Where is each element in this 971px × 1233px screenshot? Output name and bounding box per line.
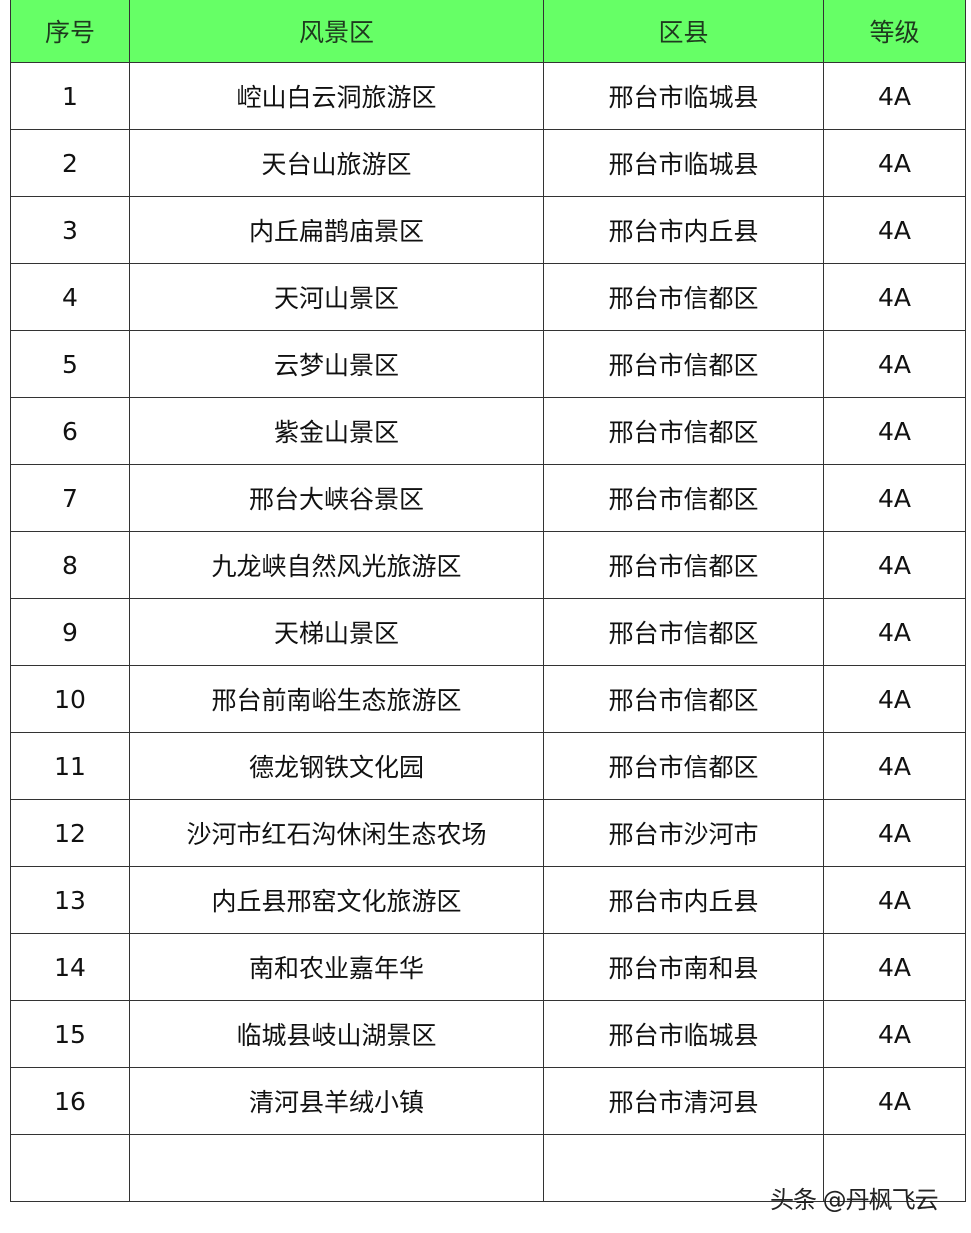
cell-scenic-area: 南和农业嘉年华 (129, 933, 544, 1001)
cell-index: 6 (10, 397, 130, 465)
cell-grade: 4A (823, 598, 966, 666)
cell-scenic-area: 天梯山景区 (129, 598, 544, 666)
cell-grade: 4A (823, 531, 966, 599)
table-row: 13 内丘县邢窑文化旅游区 邢台市内丘县 4A (10, 866, 966, 934)
cell-index: 8 (10, 531, 130, 599)
table-row: 2 天台山旅游区 邢台市临城县 4A (10, 129, 966, 197)
cell-index: 9 (10, 598, 130, 666)
cell-district: 邢台市南和县 (543, 933, 824, 1001)
cell-index (10, 1134, 130, 1202)
cell-scenic-area: 内丘扁鹊庙景区 (129, 196, 544, 264)
header-grade: 等级 (823, 0, 966, 63)
scenic-area-table: 序号 风景区 区县 等级 1 崆山白云洞旅游区 邢台市临城县 4A 2 天台山旅游区 邢台市… (10, 0, 966, 1202)
cell-district: 邢台市清河县 (543, 1067, 824, 1135)
cell-index: 13 (10, 866, 130, 934)
cell-index: 4 (10, 263, 130, 331)
cell-grade: 4A (823, 1067, 966, 1135)
cell-scenic-area: 天台山旅游区 (129, 129, 544, 197)
table-row: 8 九龙峡自然风光旅游区 邢台市信都区 4A (10, 531, 966, 599)
header-index: 序号 (10, 0, 130, 63)
cell-index: 3 (10, 196, 130, 264)
cell-grade: 4A (823, 129, 966, 197)
table-row: 5 云梦山景区 邢台市信都区 4A (10, 330, 966, 398)
cell-district: 邢台市信都区 (543, 665, 824, 733)
cell-index: 16 (10, 1067, 130, 1135)
cell-scenic-area: 德龙钢铁文化园 (129, 732, 544, 800)
cell-scenic-area: 邢台前南峪生态旅游区 (129, 665, 544, 733)
cell-district: 邢台市信都区 (543, 531, 824, 599)
cell-grade: 4A (823, 263, 966, 331)
cell-index: 5 (10, 330, 130, 398)
cell-grade: 4A (823, 933, 966, 1001)
cell-district: 邢台市信都区 (543, 598, 824, 666)
cell-district: 邢台市内丘县 (543, 866, 824, 934)
cell-district: 邢台市沙河市 (543, 799, 824, 867)
cell-scenic-area: 邢台大峡谷景区 (129, 464, 544, 532)
cell-grade: 4A (823, 1000, 966, 1068)
cell-grade: 4A (823, 732, 966, 800)
cell-district (543, 1134, 824, 1202)
cell-scenic-area: 云梦山景区 (129, 330, 544, 398)
cell-grade: 4A (823, 330, 966, 398)
table-row: 9 天梯山景区 邢台市信都区 4A (10, 598, 966, 666)
cell-grade: 4A (823, 464, 966, 532)
table-row: 1 崆山白云洞旅游区 邢台市临城县 4A (10, 62, 966, 130)
cell-district: 邢台市信都区 (543, 464, 824, 532)
cell-district: 邢台市信都区 (543, 732, 824, 800)
cell-district: 邢台市临城县 (543, 62, 824, 130)
cell-index: 2 (10, 129, 130, 197)
cell-index: 15 (10, 1000, 130, 1068)
table-row: 11 德龙钢铁文化园 邢台市信都区 4A (10, 732, 966, 800)
header-row: 序号 风景区 区县 等级 (10, 0, 966, 63)
header-district: 区县 (543, 0, 824, 63)
cell-district: 邢台市信都区 (543, 330, 824, 398)
cell-grade: 4A (823, 62, 966, 130)
cell-scenic-area: 临城县岐山湖景区 (129, 1000, 544, 1068)
cell-scenic-area (129, 1134, 544, 1202)
table-row: 16 清河县羊绒小镇 邢台市清河县 4A (10, 1067, 966, 1135)
cell-grade (823, 1134, 966, 1202)
table-row: 4 天河山景区 邢台市信都区 4A (10, 263, 966, 331)
cell-scenic-area: 天河山景区 (129, 263, 544, 331)
table-row-faded (10, 1134, 966, 1202)
cell-district: 邢台市临城县 (543, 129, 824, 197)
table-row: 10 邢台前南峪生态旅游区 邢台市信都区 4A (10, 665, 966, 733)
cell-grade: 4A (823, 665, 966, 733)
cell-grade: 4A (823, 799, 966, 867)
table-row: 15 临城县岐山湖景区 邢台市临城县 4A (10, 1000, 966, 1068)
cell-scenic-area: 清河县羊绒小镇 (129, 1067, 544, 1135)
cell-scenic-area: 内丘县邢窑文化旅游区 (129, 866, 544, 934)
cell-grade: 4A (823, 866, 966, 934)
cell-district: 邢台市内丘县 (543, 196, 824, 264)
table-row: 12 沙河市红石沟休闲生态农场 邢台市沙河市 4A (10, 799, 966, 867)
cell-scenic-area: 九龙峡自然风光旅游区 (129, 531, 544, 599)
cell-index: 14 (10, 933, 130, 1001)
cell-grade: 4A (823, 196, 966, 264)
cell-index: 12 (10, 799, 130, 867)
cell-scenic-area: 沙河市红石沟休闲生态农场 (129, 799, 544, 867)
table-row: 7 邢台大峡谷景区 邢台市信都区 4A (10, 464, 966, 532)
cell-grade: 4A (823, 397, 966, 465)
cell-scenic-area: 崆山白云洞旅游区 (129, 62, 544, 130)
cell-index: 11 (10, 732, 130, 800)
cell-index: 7 (10, 464, 130, 532)
cell-index: 10 (10, 665, 130, 733)
cell-scenic-area: 紫金山景区 (129, 397, 544, 465)
cell-district: 邢台市临城县 (543, 1000, 824, 1068)
cell-district: 邢台市信都区 (543, 397, 824, 465)
table-row: 3 内丘扁鹊庙景区 邢台市内丘县 4A (10, 196, 966, 264)
table-row: 14 南和农业嘉年华 邢台市南和县 4A (10, 933, 966, 1001)
table-row: 6 紫金山景区 邢台市信都区 4A (10, 397, 966, 465)
cell-index: 1 (10, 62, 130, 130)
watermark: 头条 @丹枫飞云 (770, 1186, 939, 1214)
cell-district: 邢台市信都区 (543, 263, 824, 331)
header-scenic-area: 风景区 (129, 0, 544, 63)
